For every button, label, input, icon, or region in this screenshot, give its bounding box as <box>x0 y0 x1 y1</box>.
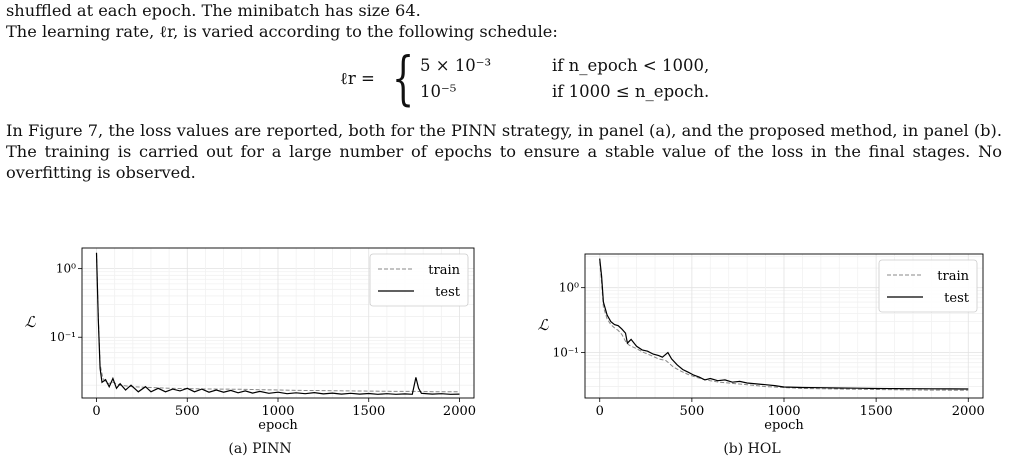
series-line-train <box>599 261 969 391</box>
series-line-test <box>95 252 460 395</box>
x-tick-label: 0 <box>596 404 604 419</box>
legend-box <box>878 259 978 313</box>
x-tick-label: 1000 <box>261 404 294 419</box>
x-tick-label: 1500 <box>860 404 893 419</box>
x-tick-label: 1500 <box>352 404 385 419</box>
paragraph-learning-rate: The learning rate, ℓr, is varied accordi… <box>6 22 558 41</box>
y-axis-label: ℒ <box>538 316 550 334</box>
equation-lhs: ℓr = <box>340 69 375 88</box>
caption-panel-a: (a) PINN <box>228 441 292 457</box>
x-tick-label: 500 <box>679 404 704 419</box>
legend-label-test: test <box>944 291 970 306</box>
x-tick-label: 0 <box>92 404 100 419</box>
caption-panel-b: (b) HOL <box>723 441 781 457</box>
x-tick-label: 2000 <box>952 404 985 419</box>
legend-label-train: train <box>937 269 969 284</box>
equation-brace: { <box>392 44 415 112</box>
paragraph-figure-description: In Figure 7, the loss values are reporte… <box>6 121 1002 182</box>
y-tick-label: 10⁻¹ <box>553 346 579 360</box>
legend-label-train: train <box>428 263 460 278</box>
equation-row1-value: 5 × 10⁻³ <box>420 56 492 75</box>
x-tick-label: 2000 <box>443 404 476 419</box>
paragraph-minibatch: shuffled at each epoch. The minibatch ha… <box>6 1 421 20</box>
equation-row-2: 10⁻⁵ if 1000 ≤ n_epoch. <box>420 82 709 101</box>
x-tick-label: 1000 <box>767 404 800 419</box>
learning-rate-equation: ℓr = { 5 × 10⁻³ if n_epoch < 1000, 10⁻⁵ … <box>340 46 740 110</box>
equation-row-1: 5 × 10⁻³ if n_epoch < 1000, <box>420 56 709 75</box>
series-line-test <box>599 258 969 390</box>
equation-row2-condition: if 1000 ≤ n_epoch. <box>552 82 710 101</box>
equation-row2-value: 10⁻⁵ <box>420 82 457 101</box>
y-tick-label: 10⁻¹ <box>50 330 76 344</box>
series-line-train <box>96 252 460 393</box>
x-axis-label: epoch <box>764 418 804 433</box>
y-axis-label: ℒ <box>25 313 37 331</box>
y-tick-label: 10⁰ <box>56 262 76 276</box>
legend-label-test: test <box>435 285 461 300</box>
x-tick-label: 500 <box>175 404 200 419</box>
x-axis-label: epoch <box>258 418 298 433</box>
legend-box <box>369 253 469 307</box>
equation-row1-condition: if n_epoch < 1000, <box>552 56 710 75</box>
y-tick-label: 10⁰ <box>559 281 579 295</box>
